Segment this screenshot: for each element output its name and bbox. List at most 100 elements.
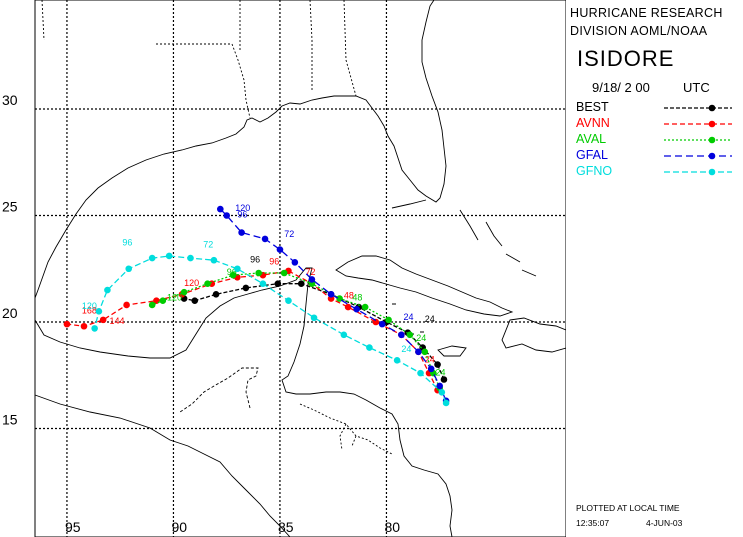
track-map: 9624244872961201441682424489612024729612… xyxy=(2,0,566,537)
track-point xyxy=(99,316,107,324)
track-point xyxy=(217,205,224,213)
track-point xyxy=(378,320,386,328)
track-point xyxy=(297,280,305,287)
track-point xyxy=(285,297,292,305)
track-point xyxy=(276,246,284,253)
track-point xyxy=(95,308,103,315)
storm-name: ISIDORE xyxy=(577,46,675,71)
lat-label: 20 xyxy=(2,305,18,321)
track-hour-label: 72 xyxy=(203,239,213,249)
track-point xyxy=(259,280,267,287)
timezone: UTC xyxy=(683,80,710,95)
track-point xyxy=(212,291,220,298)
axis-labels: 30 25 20 15 95 90 85 80 xyxy=(2,92,400,535)
track-point xyxy=(180,288,188,296)
track-point xyxy=(242,284,250,292)
track-point xyxy=(255,269,262,277)
track-gfno: 24 72 96 120 xyxy=(82,237,450,407)
track-point xyxy=(421,348,429,356)
legend-swatch-aval xyxy=(664,136,732,144)
track-point xyxy=(417,369,424,377)
track-hour-label: 96 xyxy=(227,267,237,277)
track-point xyxy=(406,331,414,339)
track-point xyxy=(261,235,269,243)
track-point xyxy=(148,301,156,309)
track-point xyxy=(344,303,352,311)
legend-label-avnn: AVNN xyxy=(576,116,610,130)
track-point xyxy=(148,254,156,262)
track-point xyxy=(393,357,401,364)
track-point xyxy=(229,271,237,279)
header-line-2: DIVISION AOML/NOAA xyxy=(570,24,708,38)
track-hour-label: 120 xyxy=(82,301,97,311)
track-hour-label: 96 xyxy=(269,256,279,266)
cuba xyxy=(335,255,514,317)
track-point xyxy=(385,316,392,324)
track-point xyxy=(123,301,130,309)
track-point xyxy=(442,399,450,407)
track-point xyxy=(274,280,282,287)
track-hour-label: 24 xyxy=(416,333,426,343)
track-point xyxy=(440,376,448,383)
track-point xyxy=(438,388,446,396)
track-point xyxy=(398,331,405,339)
lon-label: 80 xyxy=(384,519,400,535)
lon-label: 95 xyxy=(65,519,81,535)
lon-label: 85 xyxy=(278,519,294,535)
track-hour-label: 24 xyxy=(425,314,435,324)
legend-swatch-gfal xyxy=(664,152,732,160)
track-point xyxy=(366,344,373,351)
legend-label-gfal: GFAL xyxy=(576,148,608,162)
track-line xyxy=(93,255,447,404)
lat-lon-grid xyxy=(35,0,566,537)
track-hour-label: 72 xyxy=(284,229,294,239)
lat-label: 25 xyxy=(2,199,18,215)
track-point xyxy=(415,348,422,356)
jamaica xyxy=(437,345,467,357)
footer-date: 4-JUN-03 xyxy=(646,518,683,528)
track-point xyxy=(361,303,369,311)
track-hour-label: 48 xyxy=(344,291,354,301)
track-hour-label: 24 xyxy=(403,312,413,322)
track-point xyxy=(165,252,173,260)
track-point xyxy=(436,382,444,390)
pacific-coast xyxy=(34,394,291,537)
track-hour-label: 144 xyxy=(110,316,125,326)
track-point xyxy=(204,280,211,287)
lon-label: 90 xyxy=(171,519,187,535)
legend-label-aval: AVAL xyxy=(576,132,607,146)
footer-time: 12:35:07 xyxy=(576,518,610,528)
footer-note: PLOTTED AT LOCAL TIME xyxy=(576,503,680,513)
hispaniola xyxy=(501,317,566,353)
coastlines xyxy=(34,0,566,537)
legend-swatch-best xyxy=(664,104,732,112)
track-point xyxy=(310,314,318,322)
track-hour-label: 24 xyxy=(425,354,435,364)
track-point xyxy=(340,331,348,339)
track-hour-label: 24 xyxy=(435,367,445,377)
track-point xyxy=(104,286,111,294)
track-point xyxy=(336,295,343,302)
track-point xyxy=(234,265,241,273)
track-point xyxy=(159,297,167,305)
track-hour-label: 120 xyxy=(235,203,250,213)
track-point xyxy=(210,256,218,264)
track-point xyxy=(80,322,88,330)
header-line-1: HURRICANE RESEARCH xyxy=(570,6,723,20)
yucatan-border xyxy=(179,367,259,413)
lat-label: 30 xyxy=(2,92,18,108)
track-point xyxy=(308,276,316,283)
track-point xyxy=(187,254,194,262)
track-point xyxy=(63,320,71,328)
state-lines xyxy=(41,0,357,119)
bahamas xyxy=(459,209,537,277)
track-hour-label: 72 xyxy=(306,267,316,277)
track-hour-label: 48 xyxy=(352,293,362,303)
track-point xyxy=(125,265,133,273)
legend-swatch-gfno xyxy=(664,168,732,176)
track-point xyxy=(280,269,288,277)
track-hour-label: 96 xyxy=(122,237,132,247)
track-hour-label: 96 xyxy=(237,210,247,220)
